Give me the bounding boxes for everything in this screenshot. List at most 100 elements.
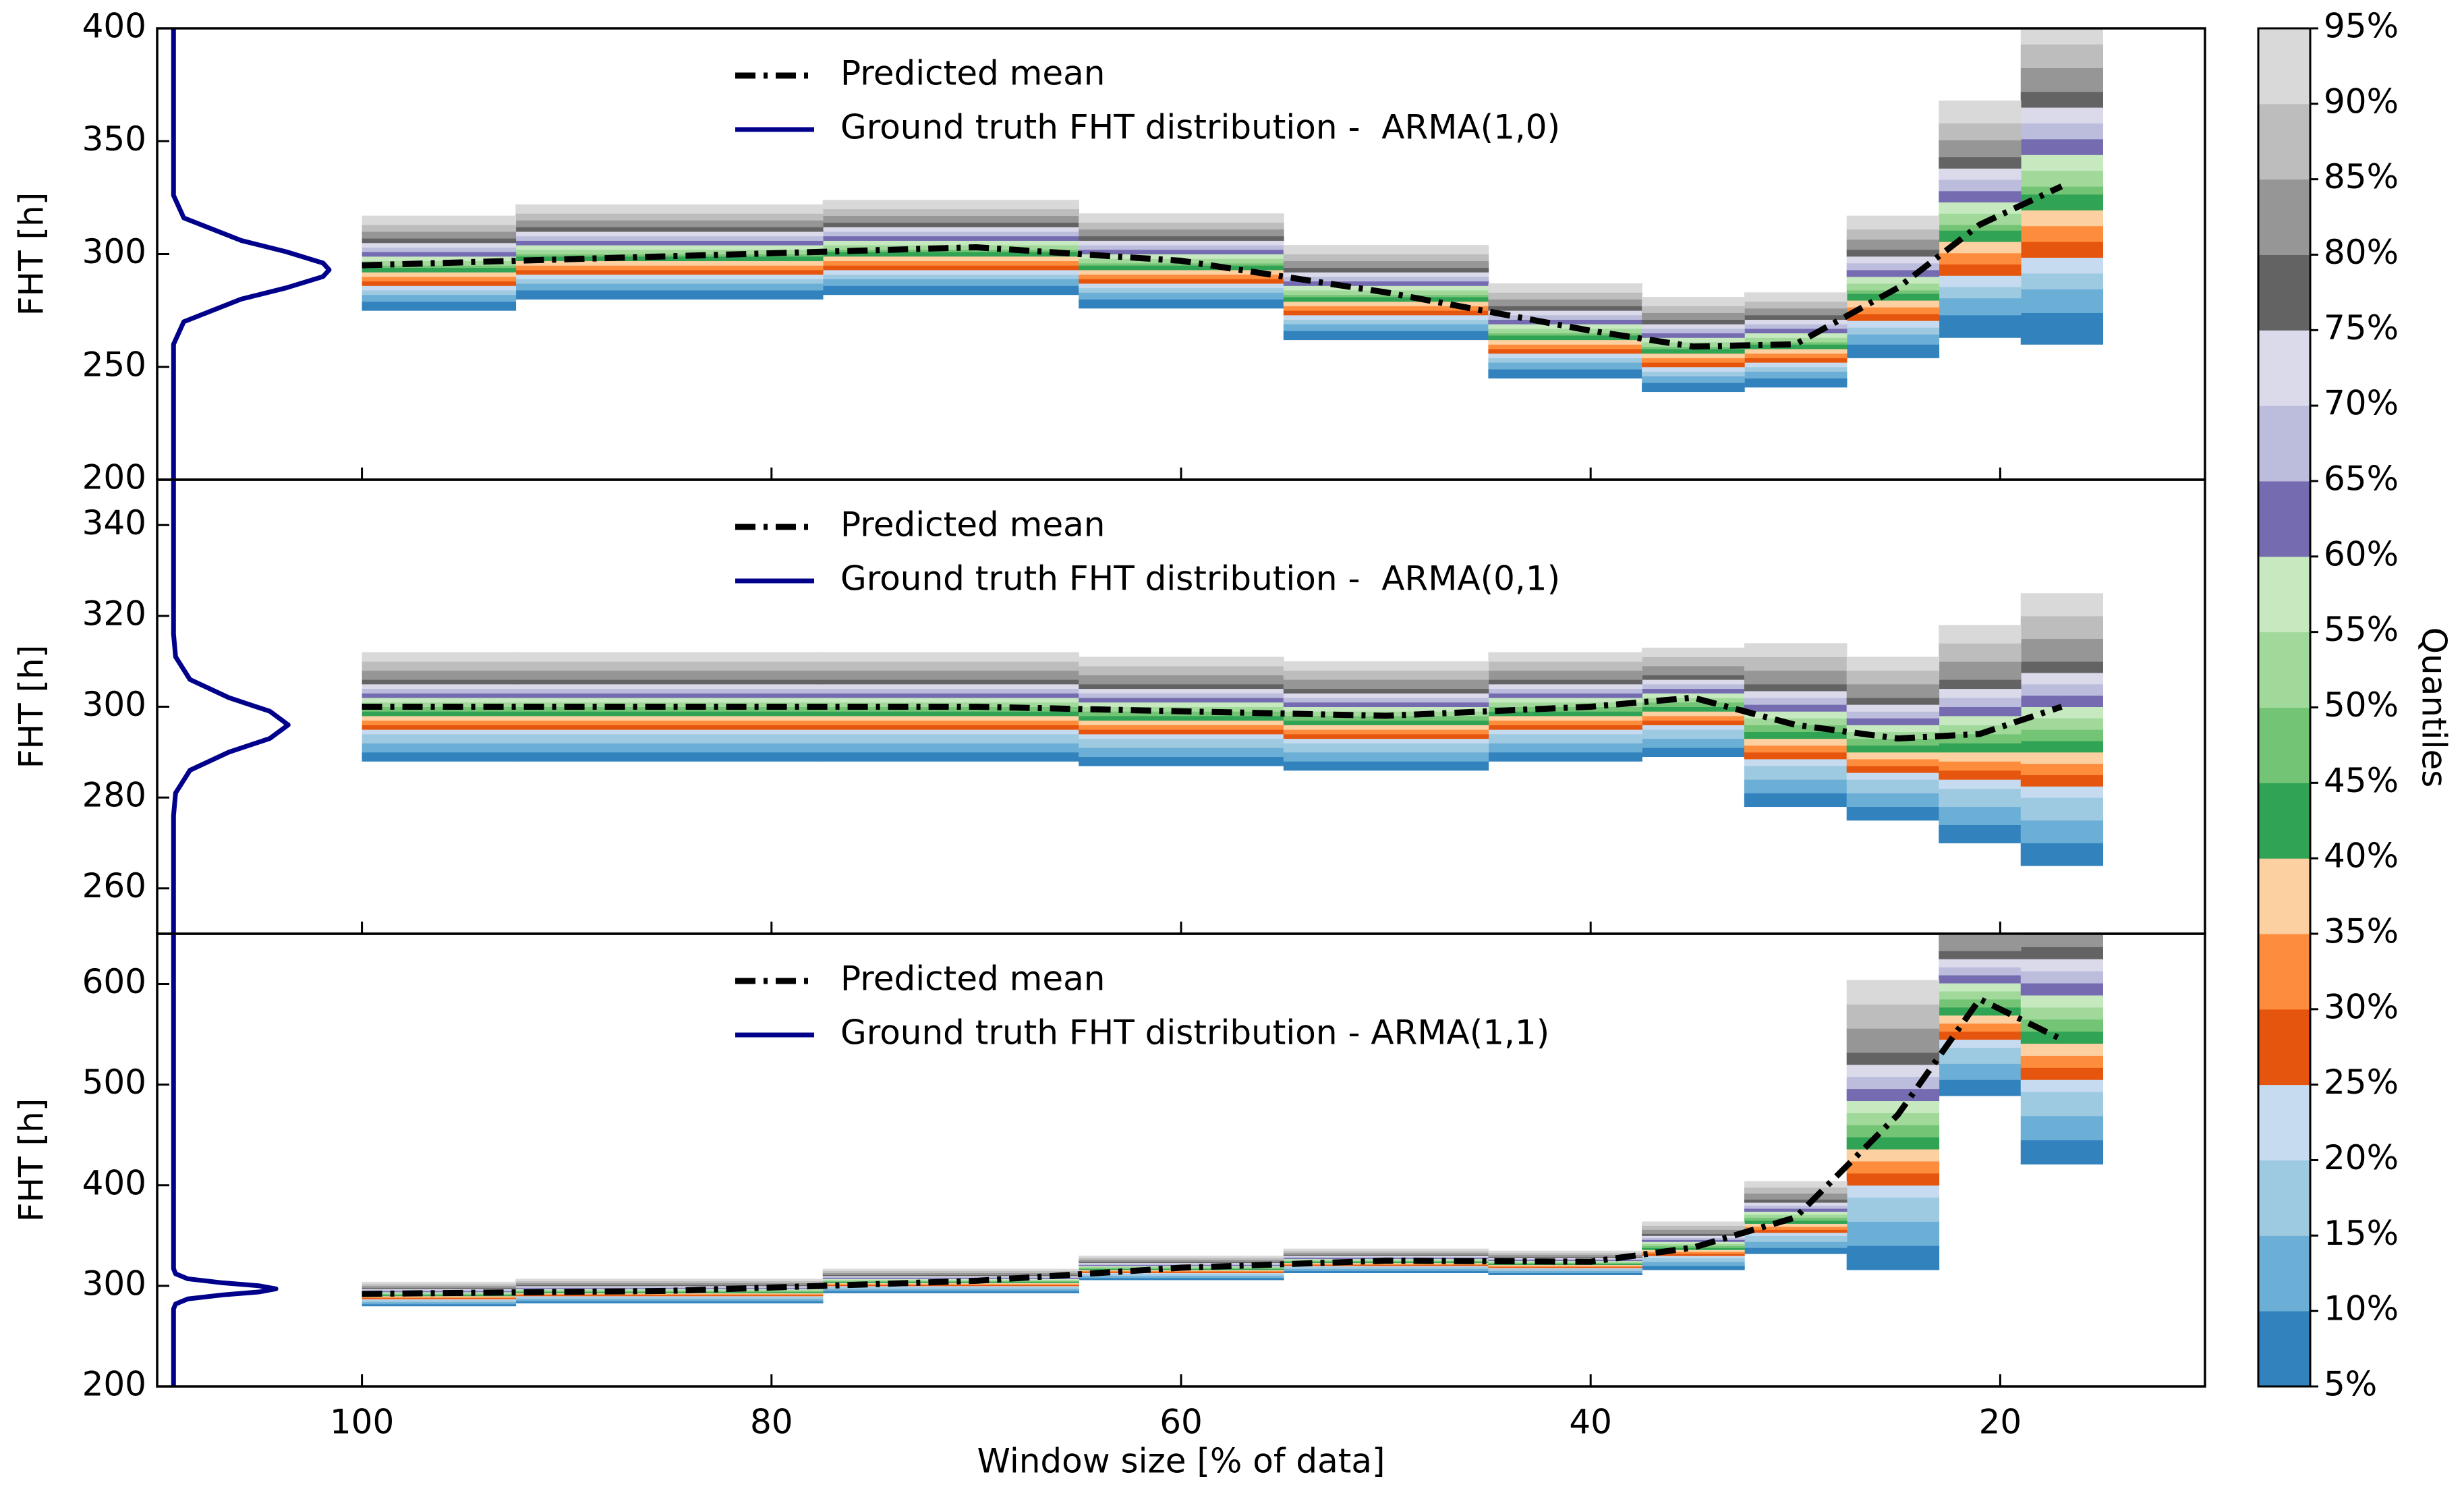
quantile-band (362, 256, 517, 262)
legend-label: Predicted mean (840, 505, 1105, 544)
quantile-band (362, 702, 517, 707)
quantile-band (1079, 1262, 1284, 1264)
quantile-band (2020, 1007, 2103, 1020)
quantile-band (1744, 358, 1847, 363)
quantile-band (1846, 215, 1940, 230)
quantile-band (1939, 179, 2022, 192)
quantile-band (1744, 292, 1847, 302)
quantile-band (1642, 362, 1745, 368)
quantile-band (822, 729, 1079, 735)
quantile-band (1283, 331, 1489, 341)
quantile-band (1283, 1252, 1489, 1256)
quantile-band (1939, 733, 2022, 743)
quantile-band (1846, 334, 1940, 345)
quantile-band (1846, 725, 1940, 733)
quantile-band (362, 267, 517, 273)
quantile-band (1744, 378, 1847, 388)
quantile-band (515, 693, 824, 698)
quantile-band (1744, 1208, 1847, 1212)
quantile-band (822, 743, 1079, 753)
quantile-band (1488, 283, 1642, 293)
quantile-band (1846, 765, 1940, 773)
quantile-band (1846, 752, 1940, 760)
quantile-band (1846, 262, 1940, 271)
quantile-band (1488, 702, 1642, 707)
quantile-band (822, 711, 1079, 717)
quantile-band (1488, 1254, 1642, 1258)
quantile-band (362, 281, 517, 286)
quantile-band (2020, 947, 2103, 959)
quantile-band (515, 227, 824, 232)
quantile-band (1744, 1205, 1847, 1209)
y-tick-label: 400 (82, 1163, 146, 1202)
quantile-band (2020, 934, 2103, 947)
quantile-band (362, 1283, 517, 1287)
quantile-band (1744, 1193, 1847, 1200)
quantile-band (1846, 793, 1940, 808)
quantile-band (2020, 786, 2103, 798)
quantile-band (1642, 1237, 1745, 1240)
quantile-band (1488, 358, 1642, 363)
quantile-band (2020, 138, 2103, 155)
quantile-band (1283, 294, 1489, 298)
quantile-band (362, 688, 517, 694)
quantile-band (515, 670, 824, 680)
quantile-band (2020, 210, 2103, 227)
quantile-band (1488, 693, 1642, 698)
quantile-band (1488, 1272, 1642, 1275)
quantile-band (822, 715, 1079, 721)
quantile-band (515, 1283, 824, 1285)
quantile-band (822, 200, 1079, 210)
colorbar-segment (2258, 934, 2310, 1010)
quantile-band (1642, 306, 1745, 313)
quantile-band (515, 711, 824, 717)
quantile-band (1283, 1254, 1489, 1256)
quantile-band (1744, 643, 1847, 657)
quantile-band (362, 752, 517, 762)
y-tick-label: 280 (82, 776, 146, 815)
quantile-band (515, 706, 824, 712)
quantile-band (1079, 279, 1284, 284)
quantile-band (515, 265, 824, 271)
quantile-band (515, 688, 824, 694)
quantile-band (1079, 222, 1284, 230)
y-axis-label: FHT [h] (12, 1098, 51, 1223)
quantile-band (1744, 793, 1847, 808)
quantile-band (1488, 292, 1642, 300)
quantile-band (1939, 202, 2022, 214)
quantile-band (1939, 706, 2022, 717)
quantile-band (822, 1276, 1079, 1279)
colorbar-segment (2258, 783, 2310, 859)
quantile-band (2020, 257, 2103, 274)
colorbar-segment (2258, 1235, 2310, 1312)
quantile-band (1846, 738, 1940, 746)
quantile-band (2020, 123, 2103, 140)
quantile-band (1079, 720, 1284, 725)
quantile-band (1488, 729, 1642, 735)
quantile-band (515, 249, 824, 254)
quantile-band (515, 213, 824, 221)
ground-truth-curve (171, 28, 332, 480)
quantile-band (1744, 752, 1847, 760)
quantile-band (822, 1283, 1079, 1285)
quantile-band (2020, 843, 2103, 866)
quantile-band (1744, 353, 1847, 358)
quantile-band (515, 231, 824, 237)
quantile-band (1846, 1052, 1940, 1065)
quantile-band (1488, 743, 1642, 753)
quantile-band (1079, 229, 1284, 237)
plot-area (171, 934, 2103, 1386)
quantile-band (362, 652, 517, 662)
quantile-band (1079, 1270, 1284, 1272)
quantile-band (2020, 797, 2103, 821)
quantile-band (515, 683, 824, 690)
quantile-band (362, 1299, 517, 1301)
quantile-band (1846, 711, 1940, 719)
quantile-band (822, 1277, 1079, 1279)
quantile-band (1079, 738, 1284, 748)
colorbar-segment (2258, 330, 2310, 406)
quantile-band (2020, 1115, 2103, 1141)
quantile-band (1744, 344, 1847, 349)
quantile-band (1744, 1223, 1847, 1227)
quantile-band (1488, 369, 1642, 378)
